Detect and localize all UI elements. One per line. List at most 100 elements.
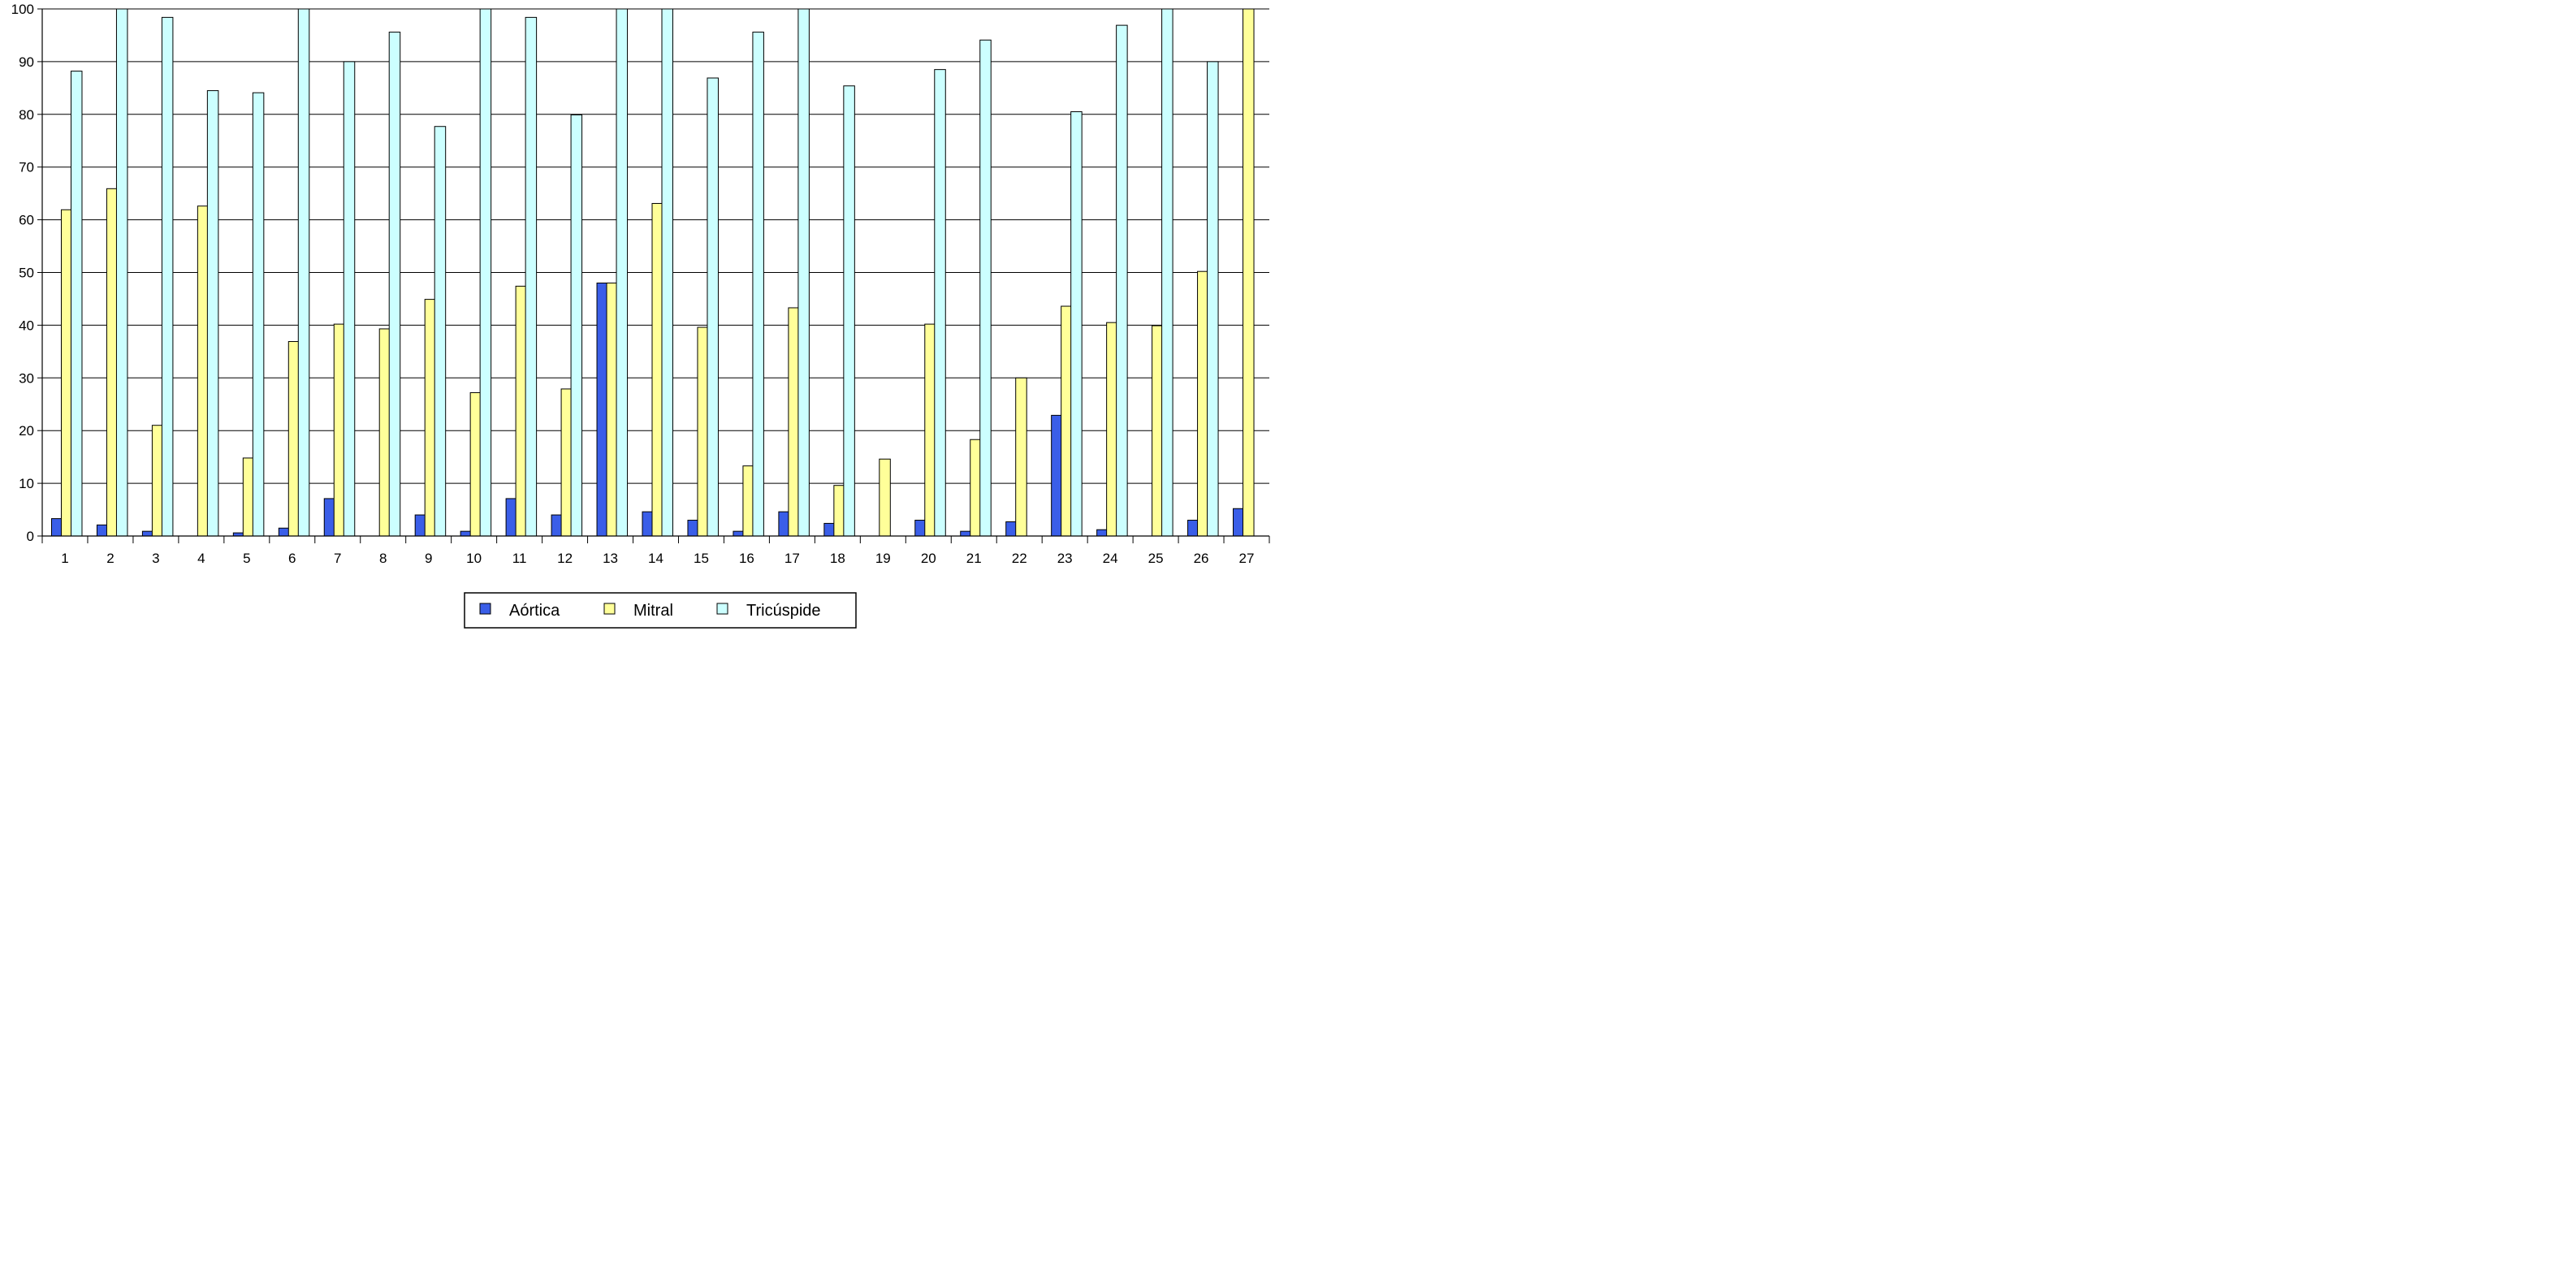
bar-aortica — [96, 524, 109, 537]
y-tick-label: 0 — [27, 529, 34, 544]
x-tick-label: 11 — [512, 551, 527, 566]
x-tick-label: 12 — [557, 551, 573, 566]
x-tick-label: 6 — [288, 551, 296, 566]
legend-label-mitral: Mitral — [633, 602, 673, 620]
bar-tricuspide — [616, 8, 629, 537]
bar-mitral — [197, 205, 210, 537]
bar-tricuspide — [479, 8, 492, 537]
bar-mitral — [378, 328, 391, 537]
x-tick-label: 4 — [197, 551, 205, 566]
bar-mitral — [242, 457, 255, 537]
bar-mitral — [1197, 270, 1209, 537]
x-tick-label: 18 — [830, 551, 845, 566]
bar-aortica — [141, 530, 154, 537]
bar-mitral — [651, 202, 663, 537]
bar-tricuspide — [1161, 8, 1173, 537]
bar-mitral — [469, 391, 482, 537]
x-tick-label: 7 — [334, 551, 341, 566]
bar-aortica — [414, 514, 427, 537]
bar-tricuspide — [343, 61, 356, 537]
bar-aortica — [914, 520, 927, 537]
bar-aortica — [778, 511, 790, 537]
legend-swatch-tricuspide — [716, 603, 728, 615]
x-tick-label: 9 — [425, 551, 432, 566]
x-tick-label: 20 — [921, 551, 936, 566]
bar-aortica — [1187, 520, 1199, 537]
x-tick-label: 13 — [603, 551, 618, 566]
x-tick-label: 23 — [1057, 551, 1073, 566]
bar-mitral — [60, 209, 73, 537]
bar-series — [50, 8, 1255, 537]
legend-swatch-mitral — [603, 603, 616, 615]
x-tick-label: 26 — [1194, 551, 1209, 566]
bar-tricuspide — [297, 8, 310, 537]
bar-tricuspide — [797, 8, 810, 537]
bar-mitral — [697, 326, 709, 537]
x-tick-label: 14 — [648, 551, 663, 566]
bar-aortica — [960, 530, 972, 537]
bar-tricuspide — [161, 16, 174, 537]
bar-mitral — [1061, 305, 1073, 537]
bar-aortica — [323, 498, 336, 537]
bar-mitral — [333, 323, 346, 537]
x-tick-label: 16 — [739, 551, 754, 566]
bar-tricuspide — [206, 90, 219, 537]
y-tick-label: 90 — [19, 54, 34, 70]
bar-tricuspide — [70, 71, 83, 537]
bar-mitral — [742, 465, 754, 537]
bar-mitral — [515, 285, 528, 537]
bar-mitral — [1243, 8, 1255, 537]
bar-mitral — [424, 299, 437, 537]
y-tick-label: 80 — [19, 107, 34, 123]
bar-tricuspide — [115, 8, 128, 537]
bar-aortica — [1233, 508, 1245, 537]
bar-tricuspide — [570, 114, 583, 537]
bar-tricuspide — [934, 69, 946, 537]
bar-aortica — [505, 498, 518, 537]
bar-mitral — [970, 439, 982, 537]
bar-tricuspide — [707, 77, 719, 537]
bar-tricuspide — [661, 8, 673, 537]
bar-mitral — [106, 188, 119, 537]
x-axis-tick-labels: 1 2 3 4 5 6 7 8 9 10 11 12 13 14 15 16 17 18 19 20 21 22 23 24 2… — [61, 551, 1254, 566]
x-tick-label: 1 — [61, 551, 68, 566]
bar-aortica — [460, 530, 473, 537]
legend-swatch-aortica — [479, 603, 491, 615]
x-tick-label: 25 — [1148, 551, 1164, 566]
legend: Aórtica Mitral Tricúspide — [464, 592, 857, 629]
bar-aortica — [50, 518, 63, 537]
x-tick-label: 19 — [875, 551, 891, 566]
y-tick-label: 40 — [19, 318, 34, 333]
bar-aortica — [823, 522, 836, 537]
bar-tricuspide — [1207, 61, 1219, 537]
bar-tricuspide — [1116, 24, 1128, 537]
bar-aortica — [733, 530, 745, 537]
bar-tricuspide — [525, 16, 538, 537]
bar-mitral — [1015, 377, 1027, 537]
x-tick-label: 27 — [1239, 551, 1255, 566]
y-tick-label: 60 — [19, 213, 34, 228]
y-tick-label: 70 — [19, 160, 34, 175]
bar-aortica — [551, 514, 564, 537]
legend-box — [464, 592, 857, 629]
bar-aortica — [1051, 414, 1063, 537]
bar-tricuspide — [252, 92, 265, 537]
bar-tricuspide — [843, 85, 855, 537]
bar-mitral — [788, 307, 800, 537]
x-tick-label: 8 — [379, 551, 387, 566]
bar-mitral — [287, 341, 300, 537]
x-tick-label: 24 — [1103, 551, 1118, 566]
legend-label-aortica: Aórtica — [509, 602, 560, 620]
x-tick-label: 2 — [106, 551, 114, 566]
y-tick-label: 10 — [19, 476, 34, 491]
bar-mitral — [833, 485, 845, 537]
bar-mitral — [1106, 322, 1118, 537]
y-tick-label: 50 — [19, 266, 34, 281]
x-tick-label: 5 — [243, 551, 250, 566]
bar-aortica — [642, 511, 654, 537]
x-tick-label: 22 — [1012, 551, 1027, 566]
bar-mitral — [606, 282, 619, 537]
x-tick-label: 10 — [466, 551, 482, 566]
legend-label-tricuspide: Tricúspide — [746, 602, 821, 620]
